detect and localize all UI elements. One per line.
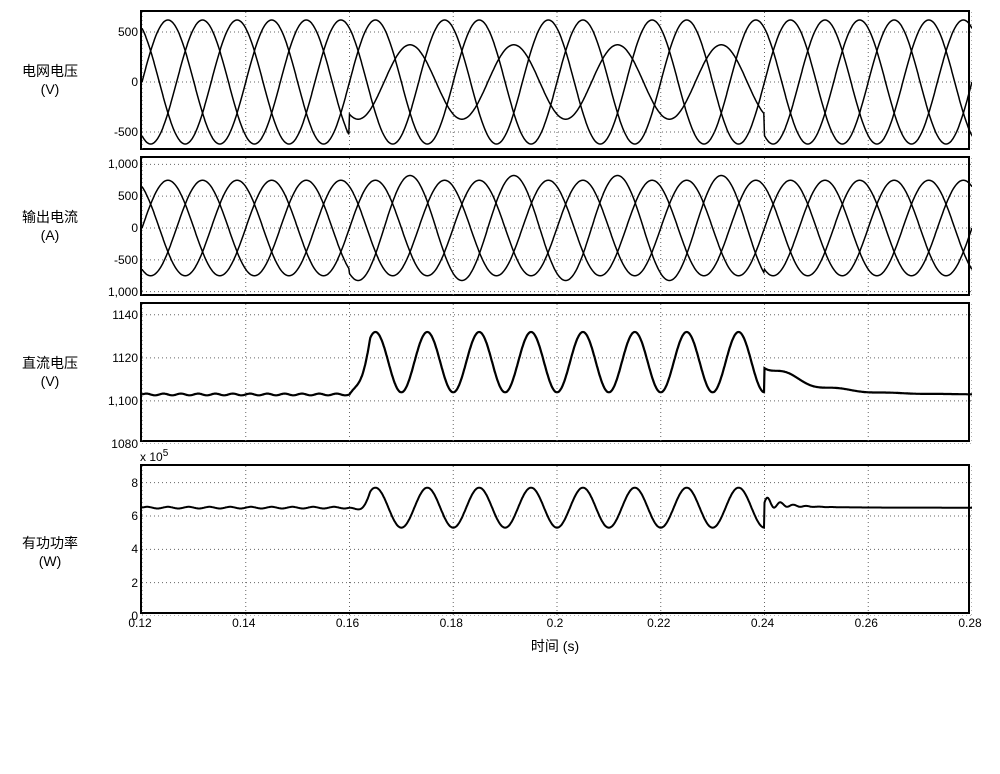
output_current-ytick: 0 (92, 221, 138, 235)
output_current-ylabel: 输出电流(A) (10, 208, 90, 244)
panel-grid_voltage: 电网电压(V) -500 0 500 (10, 10, 990, 150)
grid_voltage-ylabel: 电网电压(V) (10, 62, 90, 98)
grid_voltage-ytick: -500 (92, 125, 138, 139)
xtick: 0.14 (232, 616, 255, 630)
xtick: 0.12 (128, 616, 151, 630)
panel-active_power: 有功功率(W) x 10502468 0.12 0.14 0.16 0.18 0.2 0.2… (10, 448, 990, 656)
xtick: 0.2 (547, 616, 564, 630)
xticks: 0.120.140.160.180.20.220.240.260.28 (140, 614, 970, 632)
output_current-ytick: 500 (92, 189, 138, 203)
grid_voltage-yticks: -500 0 500 (92, 12, 138, 148)
dc_voltage-ytick: 1120 (92, 351, 138, 365)
dc_voltage-plot-wrap: 10801,10011201140 (140, 302, 970, 442)
active_power-plot: 02468 (140, 464, 970, 614)
output_current-ytick: 1,000 (92, 285, 138, 299)
output_current-ytick: -500 (92, 253, 138, 267)
active_power-ytick: 6 (92, 509, 138, 523)
active_power-ytick: 4 (92, 542, 138, 556)
xtick: 0.26 (855, 616, 878, 630)
output_current-plot-wrap: 1,000-50005001,000 (140, 156, 970, 296)
dc_voltage-ytick: 1140 (92, 308, 138, 322)
xtick: 0.16 (336, 616, 359, 630)
active_power-ylabel: 有功功率(W) (10, 534, 90, 570)
xaxis-label: 时间 (s) (140, 636, 970, 656)
dc_voltage-plot: 10801,10011201140 (140, 302, 970, 442)
xtick: 0.18 (440, 616, 463, 630)
active_power-yticks: 02468 (92, 466, 138, 612)
active_power-ytick: 8 (92, 476, 138, 490)
active_power-ytick: 2 (92, 576, 138, 590)
figure: 电网电压(V)-5000500 输出电流(A)1,000-50005001,00… (10, 10, 990, 656)
dc_voltage-ytick: 1080 (92, 437, 138, 451)
dc_voltage-yticks: 10801,10011201140 (92, 304, 138, 440)
output_current-yticks: 1,000-50005001,000 (92, 158, 138, 294)
xtick: 0.22 (647, 616, 670, 630)
xtick: 0.28 (958, 616, 981, 630)
grid_voltage-ytick: 500 (92, 25, 138, 39)
output_current-ytick: 1,000 (92, 157, 138, 171)
grid_voltage-plot-wrap: -5000500 (140, 10, 970, 150)
xtick: 0.24 (751, 616, 774, 630)
panel-output_current: 输出电流(A)1,000-50005001,000 (10, 156, 990, 296)
output_current-plot: 1,000-50005001,000 (140, 156, 970, 296)
grid_voltage-plot: -5000500 (140, 10, 970, 150)
active_power-exponent-label: x 105 (140, 448, 168, 464)
panel-dc_voltage: 直流电压(V) 10801,10011201140 (10, 302, 990, 442)
grid_voltage-ytick: 0 (92, 75, 138, 89)
active_power-plot-wrap: x 10502468 0.120.140.160.180.20.220.240.… (140, 464, 970, 656)
dc_voltage-ytick: 1,100 (92, 394, 138, 408)
dc_voltage-ylabel: 直流电压(V) (10, 354, 90, 390)
